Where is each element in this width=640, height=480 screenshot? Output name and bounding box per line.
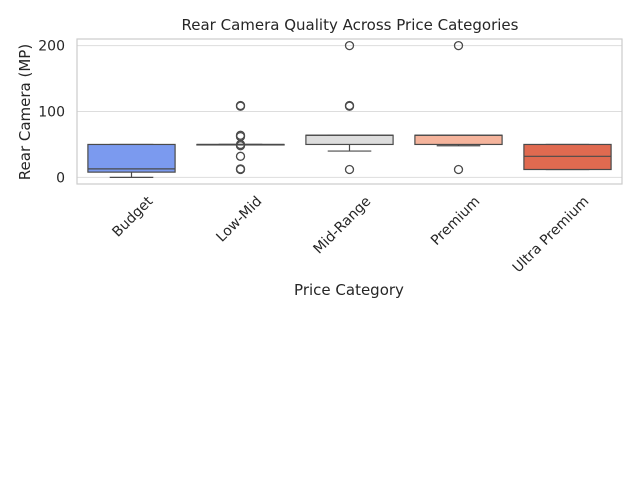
y-tick-label: 0 <box>56 170 65 186</box>
outlier-point <box>235 100 246 111</box>
outlier-point <box>235 141 246 151</box>
outlier-point <box>344 40 355 51</box>
box-plot <box>414 40 503 175</box>
box <box>414 134 503 146</box>
outlier-point <box>344 164 355 175</box>
outlier-point <box>235 151 246 161</box>
outlier-point <box>453 164 464 175</box>
box <box>523 143 612 171</box>
outlier-point <box>344 100 355 111</box>
y-tick-label: 100 <box>38 105 65 121</box>
x-axis-label: Price Category <box>294 281 404 299</box>
box-plots <box>87 40 612 179</box>
y-axis-label: Rear Camera (MP) <box>16 44 34 180</box>
y-axis-ticks: 0 100 200 <box>38 39 65 187</box>
plot-frame <box>76 38 623 185</box>
outlier-point <box>453 40 464 51</box>
grid-lines <box>77 45 622 178</box>
box-plot <box>196 100 285 175</box>
y-tick-label: 200 <box>38 39 65 55</box>
box-plot <box>87 143 176 179</box>
box-plot <box>523 143 612 171</box>
box <box>87 143 176 173</box>
outlier-point <box>235 164 246 175</box>
box-plot <box>305 40 394 175</box>
chart-title: Rear Camera Quality Across Price Categor… <box>182 16 519 34</box>
box <box>305 134 394 146</box>
